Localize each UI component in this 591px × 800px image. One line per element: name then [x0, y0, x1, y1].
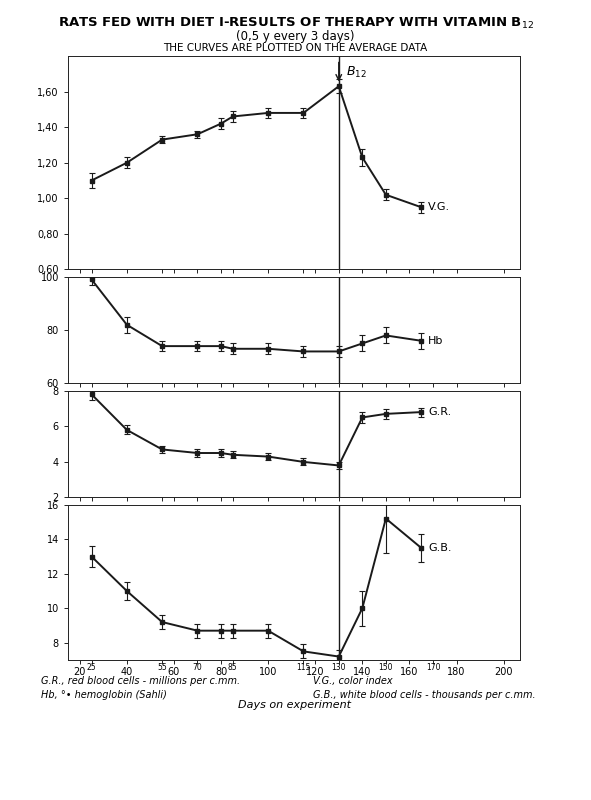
- Text: 120: 120: [306, 667, 324, 677]
- Text: Hb: Hb: [428, 336, 444, 346]
- Text: 70: 70: [193, 663, 202, 673]
- Text: RATS FED WITH DIET I-RESULTS OF THERAPY WITH VITAMIN B$_{12}$: RATS FED WITH DIET I-RESULTS OF THERAPY …: [57, 16, 534, 31]
- Text: THE CURVES ARE PLOTTED ON THE AVERAGE DATA: THE CURVES ARE PLOTTED ON THE AVERAGE DA…: [163, 43, 428, 53]
- Text: 80: 80: [215, 667, 227, 677]
- Text: V.G.: V.G.: [428, 202, 450, 212]
- Text: G.R., red blood cells - millions per c.mm.: G.R., red blood cells - millions per c.m…: [41, 676, 241, 686]
- Text: 60: 60: [168, 667, 180, 677]
- Text: 130: 130: [332, 663, 346, 673]
- Text: 160: 160: [400, 667, 418, 677]
- Text: 20: 20: [73, 667, 86, 677]
- Text: 200: 200: [494, 667, 513, 677]
- Text: 170: 170: [426, 663, 440, 673]
- Text: 85: 85: [228, 663, 238, 673]
- Text: G.B.: G.B.: [428, 543, 452, 553]
- Text: V.G., color index: V.G., color index: [313, 676, 393, 686]
- Text: 40: 40: [121, 667, 133, 677]
- X-axis label: Days on experiment: Days on experiment: [238, 699, 350, 710]
- Text: $B_{12}$: $B_{12}$: [346, 65, 366, 80]
- Text: 25: 25: [87, 663, 96, 673]
- Text: Hb, °• hemoglobin (Sahli): Hb, °• hemoglobin (Sahli): [41, 690, 167, 699]
- Text: 140: 140: [353, 667, 372, 677]
- Text: 115: 115: [296, 663, 311, 673]
- Text: G.B., white blood cells - thousands per c.mm.: G.B., white blood cells - thousands per …: [313, 690, 536, 699]
- Text: 150: 150: [379, 663, 393, 673]
- Text: 180: 180: [447, 667, 466, 677]
- Text: (0,5 y every 3 days): (0,5 y every 3 days): [236, 30, 355, 42]
- Text: 100: 100: [259, 667, 277, 677]
- Text: 55: 55: [157, 663, 167, 673]
- Text: G.R.: G.R.: [428, 407, 452, 417]
